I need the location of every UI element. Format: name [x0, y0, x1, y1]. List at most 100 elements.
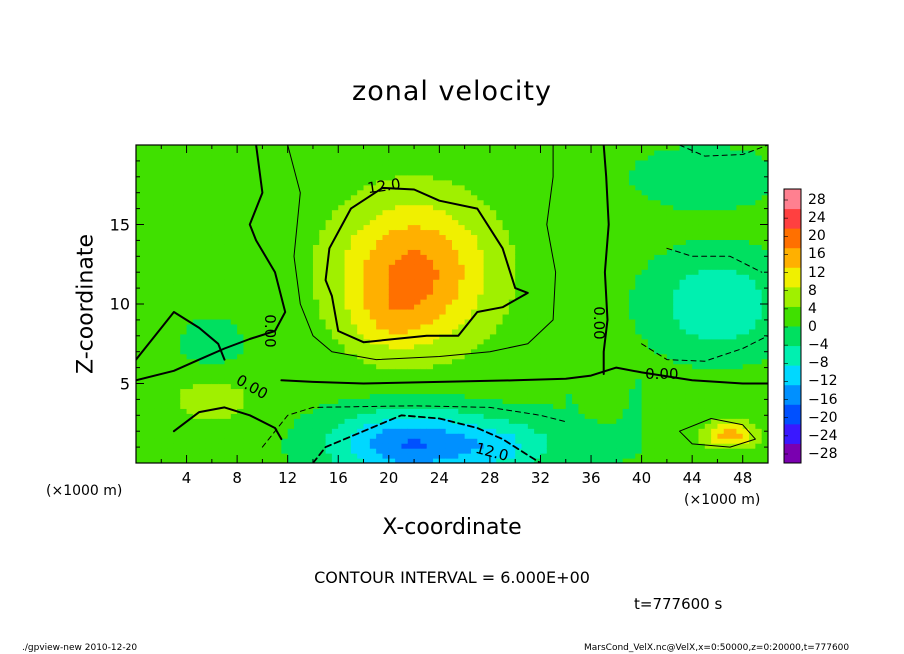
field-cell — [502, 234, 510, 241]
field-cell — [300, 145, 308, 151]
field-cell — [294, 224, 301, 231]
field-cell — [414, 259, 421, 265]
field-cell — [470, 284, 478, 290]
field-cell — [616, 299, 624, 305]
field-cell — [369, 373, 377, 380]
field-cell — [527, 149, 535, 156]
field-cell — [515, 239, 523, 245]
field-cell — [483, 438, 491, 444]
field-cell — [249, 348, 257, 355]
field-cell — [136, 229, 143, 236]
field-cell — [325, 184, 333, 191]
field-cell — [610, 373, 617, 380]
field-cell — [376, 448, 384, 454]
field-cell — [319, 383, 327, 390]
field-cell — [483, 154, 491, 161]
field-cell — [186, 373, 194, 380]
field-cell — [319, 289, 327, 295]
field-cell — [591, 149, 598, 156]
field-cell — [154, 383, 162, 390]
field-cell — [470, 145, 478, 151]
field-cell — [344, 145, 352, 151]
field-cell — [401, 164, 409, 171]
field-cell — [306, 259, 314, 265]
field-cell — [458, 194, 466, 201]
field-cell — [161, 343, 169, 350]
field-cell — [142, 149, 150, 156]
field-cell — [521, 458, 529, 463]
field-cell — [578, 254, 586, 260]
field-cell — [382, 239, 390, 245]
field-cell — [300, 358, 308, 365]
field-cell — [407, 453, 415, 459]
field-cell — [211, 304, 219, 310]
field-cell — [572, 328, 579, 335]
field-cell — [458, 383, 466, 390]
field-cell — [363, 289, 371, 295]
field-cell — [211, 249, 219, 255]
field-cell — [452, 304, 459, 310]
field-cell — [136, 453, 143, 459]
field-cell — [369, 453, 377, 459]
field-cell — [433, 224, 440, 231]
field-cell — [458, 393, 466, 400]
field-cell — [388, 274, 396, 280]
field-cell — [319, 368, 327, 375]
field-cell — [458, 438, 466, 444]
field-cell — [312, 219, 320, 226]
field-cell — [173, 244, 181, 250]
field-cell — [192, 219, 200, 226]
field-cell — [591, 358, 598, 365]
field-cell — [578, 323, 586, 330]
field-cell — [369, 209, 377, 216]
field-cell — [546, 284, 554, 290]
field-cell — [249, 234, 257, 241]
field-cell — [300, 259, 308, 265]
field-cell — [540, 363, 548, 370]
field-cell — [414, 199, 421, 206]
field-cell — [325, 408, 333, 414]
field-cell — [414, 179, 421, 186]
field-cell — [186, 428, 194, 434]
field-cell — [249, 159, 257, 166]
field-cell — [489, 234, 497, 241]
field-cell — [161, 264, 169, 270]
field-cell — [249, 358, 257, 365]
field-cell — [338, 244, 346, 250]
field-cell — [445, 194, 453, 201]
field-cell — [205, 145, 213, 151]
field-cell — [553, 189, 561, 196]
field-cell — [173, 159, 181, 166]
field-cell — [325, 353, 333, 360]
field-cell — [262, 418, 270, 424]
field-cell — [470, 383, 478, 390]
field-cell — [357, 348, 365, 355]
field-cell — [388, 154, 396, 161]
field-cell — [256, 154, 263, 161]
field-cell — [584, 164, 592, 171]
field-cell — [477, 304, 485, 310]
field-cell — [433, 448, 440, 454]
field-cell — [262, 154, 270, 161]
field-cell — [230, 313, 238, 320]
field-cell — [363, 249, 371, 255]
field-cell — [534, 453, 542, 459]
field-cell — [325, 458, 333, 463]
field-cell — [578, 264, 586, 270]
field-cell — [312, 234, 320, 241]
field-cell — [230, 403, 238, 409]
field-cell — [167, 328, 175, 335]
field-cell — [527, 373, 535, 380]
field-cell — [154, 145, 162, 151]
field-cell — [395, 284, 403, 290]
field-cell — [230, 338, 238, 345]
field-cell — [540, 145, 548, 151]
field-cell — [527, 145, 535, 151]
field-cell — [199, 184, 207, 191]
field-cell — [243, 244, 251, 250]
field-cell — [502, 169, 510, 176]
field-cell — [483, 194, 491, 201]
field-cell — [426, 408, 434, 414]
field-cell — [237, 418, 245, 424]
field-cell — [224, 353, 232, 360]
